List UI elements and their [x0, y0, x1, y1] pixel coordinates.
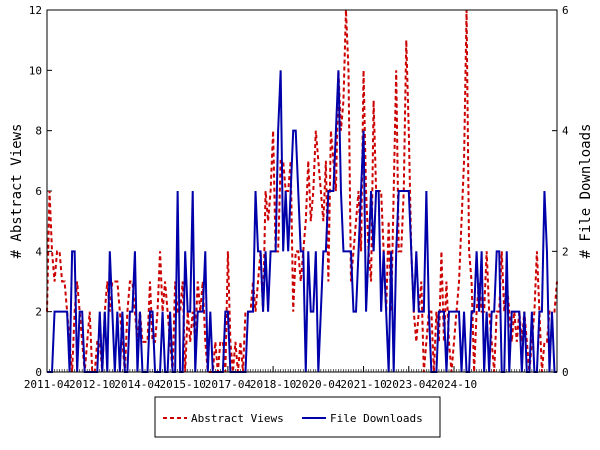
y-tick-label: 4 — [35, 245, 42, 258]
series-line-file-downloads — [47, 70, 557, 373]
legend-box — [154, 396, 441, 438]
series-line-abstract-views — [46, 9, 558, 373]
y2-tick-label: 4 — [562, 125, 569, 138]
x-tick-label: 2018-10 — [250, 378, 296, 391]
x-tick-label: 2015-10 — [159, 378, 205, 391]
x-tick-label: 2020-04 — [295, 378, 342, 391]
plot-area: 0 2 4 6 8 10 12 0 2 4 6 2011-042012-102014-042015-1… — [24, 4, 569, 391]
x-tick-label: 2014-04 — [114, 378, 161, 391]
y-tick-label: 12 — [29, 4, 42, 17]
legend-label-file-downloads: File Downloads — [330, 412, 423, 425]
plot-frame — [46, 9, 558, 373]
legend-label-abstract-views: Abstract Views — [191, 412, 284, 425]
y2-tick-label: 2 — [562, 245, 569, 258]
y-tick-label: 2 — [35, 306, 42, 319]
x-tick-label: 2012-10 — [69, 378, 115, 391]
y-tick-label: 10 — [29, 64, 42, 77]
x-tick-label: 2023-04 — [386, 378, 433, 391]
x-tick-label: 2017-04 — [205, 378, 252, 391]
x-tick-label: 2021-10 — [340, 378, 386, 391]
y2-tick-label: 6 — [562, 4, 569, 17]
y2-axis-title: # File Downloads — [578, 124, 594, 259]
y-tick-label: 6 — [35, 185, 42, 198]
y-tick-label: 8 — [35, 125, 42, 138]
x-tick-label: 2011-04 — [24, 378, 71, 391]
legend: Abstract Views File Downloads — [154, 396, 441, 438]
x-tick-label: 2024-10 — [431, 378, 477, 391]
y2-tick-label: 0 — [562, 366, 569, 379]
y-tick-label: 0 — [35, 366, 42, 379]
y-axis-title: # Abstract Views — [9, 124, 25, 259]
